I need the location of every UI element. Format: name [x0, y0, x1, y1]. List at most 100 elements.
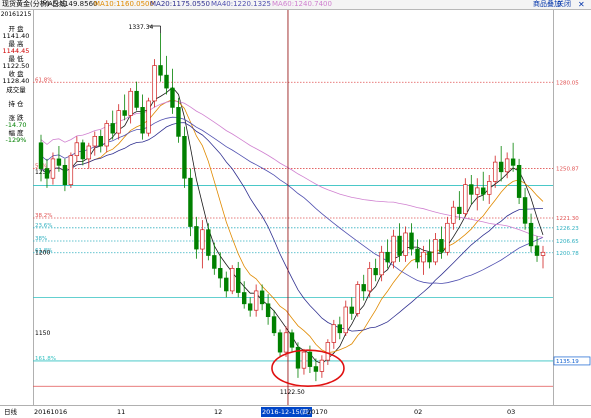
candle-down	[188, 177, 193, 227]
candle-up	[487, 181, 492, 195]
cursor-date-label: 2016-12-15(四)	[261, 407, 313, 417]
close-text-button[interactable]: 关闭	[557, 0, 571, 8]
candle-down	[62, 164, 68, 186]
candle-down	[182, 136, 187, 179]
candlestick-chart[interactable]: 61.8%1280.0550%1250.8738.2%1221.3023.6%1…	[33, 10, 591, 405]
candle-down	[194, 226, 199, 250]
candle-down	[110, 123, 115, 134]
ma60-label: MA60:1240.7400	[272, 0, 332, 8]
fib-level-label: 61.8%	[35, 248, 52, 254]
candle-down	[277, 332, 283, 353]
candle-up	[68, 155, 74, 186]
candle-up	[367, 268, 372, 292]
candle-down	[307, 351, 313, 367]
candle-down	[289, 332, 295, 348]
candle-up	[379, 251, 384, 276]
fib-price-label: 1250.87	[556, 167, 579, 173]
chart-title: 现货黄金(分析)-日线	[2, 0, 66, 8]
change-percent-label: 幅 度	[8, 129, 24, 137]
candle-down	[534, 245, 540, 256]
candle-up	[421, 251, 426, 263]
candle-up	[319, 359, 325, 372]
price-tick-label: 1150	[35, 330, 50, 337]
open-value: 1141.40	[2, 32, 30, 40]
ma40-label: MA40:1220.1325	[211, 0, 271, 8]
candle-down	[218, 268, 223, 279]
date-tick-label: 12	[214, 408, 223, 416]
candle-down	[38, 142, 44, 169]
fib-level-label: 38.2%	[35, 213, 52, 219]
candle-down	[44, 168, 50, 179]
date-tick-label: 02	[414, 408, 423, 416]
candle-up	[116, 110, 121, 134]
date-tick-label: 20161016	[34, 408, 68, 416]
high-annotation: 1337.34	[129, 24, 154, 31]
candle-down	[241, 292, 247, 305]
close-label: 收 盘	[8, 70, 24, 78]
candle-down	[56, 158, 62, 166]
ma10-label: MA10:1160.0500	[94, 0, 154, 8]
candle-down	[170, 87, 175, 108]
candle-up	[451, 206, 456, 224]
candle-down	[469, 184, 474, 195]
candle-up	[50, 158, 56, 179]
candle-down	[337, 324, 343, 334]
candle-down	[271, 316, 277, 334]
volume-label: 成交量	[6, 86, 26, 94]
fib-level-label: 161.8%	[35, 356, 56, 362]
low-value: 1122.50	[2, 62, 30, 70]
open-interest-label: 持 仓	[8, 100, 24, 108]
candle-down	[361, 284, 366, 292]
change-label: 涨 跌	[8, 114, 24, 122]
candle-up	[86, 145, 92, 160]
candle-down	[158, 65, 163, 76]
candle-down	[98, 136, 103, 147]
fib-price-label: 1280.05	[556, 80, 579, 86]
open-label: 开 盘	[8, 25, 24, 33]
candle-down	[439, 239, 444, 253]
candle-down	[481, 187, 486, 195]
high-value: 1144.45	[2, 47, 30, 55]
candle-up	[253, 290, 259, 311]
candle-up	[463, 184, 468, 214]
candle-up	[92, 136, 97, 147]
ma20-line	[40, 122, 543, 332]
candle-down	[295, 346, 301, 369]
period-label: 日线	[4, 408, 17, 416]
date-tick-label: 20170	[307, 408, 328, 416]
date-tick-label: 03	[507, 408, 516, 416]
fib-price-label: 1221.30	[556, 216, 579, 222]
candle-up	[331, 324, 337, 343]
candle-up	[301, 351, 307, 369]
candle-down	[212, 255, 217, 269]
candle-up	[492, 161, 498, 182]
price-marker-box	[553, 356, 591, 366]
candle-down	[516, 164, 522, 198]
candle-up	[540, 251, 546, 256]
candle-up	[152, 65, 157, 102]
header-bar: 现货黄金(分析)-日线 MA5:1149.8560 MA10:1160.0500…	[0, 0, 591, 10]
candle-up	[104, 123, 109, 147]
candle-down	[313, 366, 319, 372]
close-icon[interactable]: ✕	[578, 0, 585, 9]
candle-down	[259, 290, 265, 305]
candle-up	[230, 268, 235, 292]
candle-down	[510, 158, 516, 166]
candle-up	[343, 306, 348, 334]
candle-down	[385, 251, 390, 263]
candle-down	[265, 303, 271, 318]
fib-level-label: 23.6%	[35, 223, 52, 229]
candle-down	[236, 268, 241, 293]
candle-up	[355, 284, 360, 314]
ma40-line	[40, 116, 544, 284]
candle-down	[134, 90, 139, 108]
candle-down	[415, 248, 420, 263]
candle-down	[247, 303, 253, 311]
change-value: -14.70	[5, 121, 27, 129]
product-overlay-button[interactable]: 商品叠加	[533, 0, 561, 8]
fib-price-label: 1206.65	[556, 239, 579, 245]
candle-up	[445, 222, 450, 253]
ma5-label: MA5:1149.8560	[42, 0, 98, 8]
candle-up	[200, 229, 205, 250]
